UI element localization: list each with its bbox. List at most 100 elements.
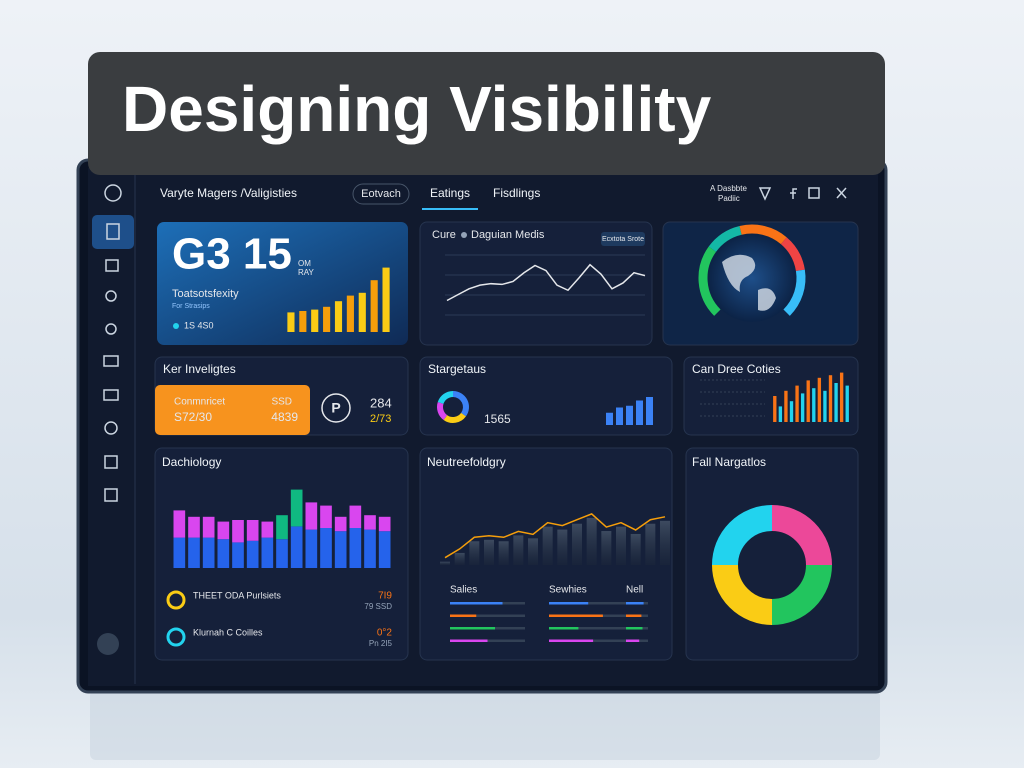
globe xyxy=(708,234,796,322)
bar xyxy=(382,267,390,332)
close-icon[interactable] xyxy=(836,187,847,199)
search-text[interactable]: Eotvach xyxy=(361,188,401,200)
progress-bar xyxy=(549,627,579,630)
navigation-panel xyxy=(685,447,859,661)
trend-button[interactable] xyxy=(601,232,645,246)
bar xyxy=(370,280,378,332)
stacked-bar xyxy=(320,505,332,528)
bar xyxy=(789,401,794,422)
stacked-bar xyxy=(276,539,288,568)
neuro-line xyxy=(444,513,666,559)
stacked-bar xyxy=(305,502,318,530)
stacked-bar xyxy=(378,531,391,568)
item-icon xyxy=(166,627,186,647)
stacked-bar xyxy=(188,516,200,538)
nav-icon[interactable] xyxy=(104,421,118,435)
column xyxy=(484,539,494,565)
stacked-bar xyxy=(261,537,274,568)
nav-active[interactable] xyxy=(92,215,134,249)
item-icon xyxy=(166,590,186,610)
progress-bar xyxy=(626,602,644,605)
tab[interactable]: Eatings xyxy=(430,186,470,200)
item-title: THEET ODA Purlsiets xyxy=(193,590,281,600)
nav-icon[interactable] xyxy=(104,488,118,502)
column xyxy=(469,541,480,565)
bar xyxy=(795,385,799,422)
column-header: Sewhies xyxy=(549,585,587,596)
column xyxy=(572,523,582,565)
status-title: Stargetaus xyxy=(428,362,486,376)
trend-subtitle: Daguian Medis xyxy=(471,229,545,241)
bar xyxy=(358,292,366,332)
hero-dot xyxy=(173,323,179,329)
trend-panel xyxy=(419,221,653,346)
bar xyxy=(773,396,777,422)
nav-icon[interactable] xyxy=(106,223,120,240)
stacked-bar xyxy=(364,515,376,530)
column xyxy=(498,541,509,565)
card-number: 4839 xyxy=(271,410,298,424)
insights-card[interactable] xyxy=(155,385,310,435)
donut-segment xyxy=(443,412,466,423)
hero-unit: RAY xyxy=(298,268,315,277)
share-icon[interactable] xyxy=(808,187,820,199)
bar xyxy=(800,393,805,422)
neuro-title: Neutreefoldgry xyxy=(427,455,506,469)
hero-unit: OM xyxy=(298,259,311,268)
stacked-bar xyxy=(364,529,376,568)
logo-icon[interactable] xyxy=(104,184,122,202)
stat: 284 xyxy=(370,395,392,410)
stat-sub: 2/73 xyxy=(370,413,391,425)
nav-icon[interactable] xyxy=(105,290,117,302)
social-icon[interactable] xyxy=(790,188,797,199)
hero-sublabel: For Strasips xyxy=(172,303,210,310)
continents xyxy=(722,254,776,311)
stacked-bar xyxy=(261,521,274,538)
column xyxy=(557,529,568,565)
bar xyxy=(636,400,643,425)
nav-icon[interactable] xyxy=(103,355,119,367)
donut-segment xyxy=(739,224,787,245)
bar xyxy=(828,375,833,422)
bar xyxy=(646,397,653,425)
nav-icon[interactable] xyxy=(103,389,119,401)
progress-bar xyxy=(626,614,642,617)
bar xyxy=(606,412,613,425)
column xyxy=(645,523,656,565)
nav-icon[interactable] xyxy=(104,455,118,469)
bar xyxy=(834,383,838,422)
progress-bar xyxy=(450,627,495,630)
account-sub: Padiic xyxy=(718,194,740,203)
stacked-bar xyxy=(290,489,303,527)
stacked-bar xyxy=(202,537,215,568)
progress-track xyxy=(549,602,647,605)
progress-bar xyxy=(549,614,603,617)
badge: P xyxy=(331,400,340,416)
user-avatar[interactable] xyxy=(97,633,119,655)
column xyxy=(528,538,538,565)
donut-segment xyxy=(783,269,806,316)
progress-track xyxy=(549,627,647,630)
column xyxy=(630,533,641,565)
stacked-bar xyxy=(349,505,362,528)
nav-icon[interactable] xyxy=(105,323,117,335)
stacked-bar xyxy=(246,540,259,568)
search-box[interactable] xyxy=(352,183,410,205)
donut-segment xyxy=(452,391,469,417)
bar xyxy=(784,390,788,422)
nav-icon[interactable] xyxy=(105,259,119,272)
tab[interactable]: Fisdlings xyxy=(493,186,540,200)
donut-segment xyxy=(708,225,742,253)
column xyxy=(454,552,465,565)
stacked-bar xyxy=(246,520,259,541)
progress-bar xyxy=(450,639,488,642)
badge-circle xyxy=(321,393,351,423)
filter-icon[interactable] xyxy=(758,187,772,201)
technology-title: Dachiology xyxy=(162,455,221,469)
bar xyxy=(616,407,623,425)
bar xyxy=(346,295,354,332)
column xyxy=(616,526,626,565)
trend-button-text[interactable]: Ecxtota Srote xyxy=(602,236,644,243)
card-value: S72/30 xyxy=(174,410,212,424)
